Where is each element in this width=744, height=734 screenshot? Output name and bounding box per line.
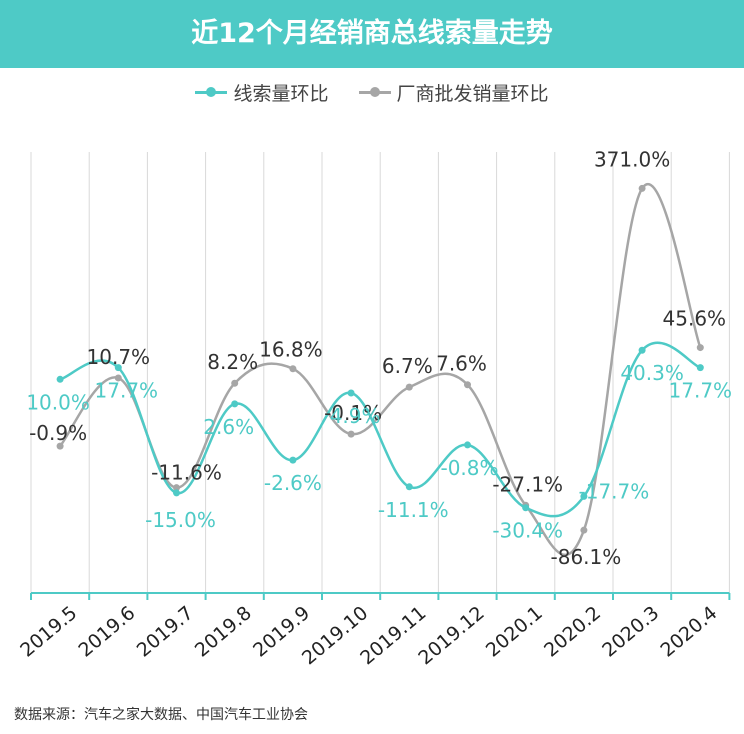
legend: 线索量环比 厂商批发销量环比 — [0, 76, 744, 108]
data-label-wholesale: 45.6% — [663, 307, 727, 331]
data-label-leads: -2.6% — [264, 471, 322, 495]
data-point-leads — [405, 483, 413, 491]
data-point-leads — [173, 489, 180, 497]
data-point-leads — [696, 364, 704, 372]
data-point-wholesale — [696, 344, 704, 352]
legend-label-wholesale: 厂商批发销量环比 — [396, 82, 549, 105]
x-tick-label: 2020.3 — [598, 602, 663, 662]
data-label-leads: 17.7% — [669, 379, 733, 403]
data-label-leads: 4.9% — [330, 404, 381, 428]
data-label-leads: -17.7% — [579, 479, 650, 503]
data-label-wholesale: -86.1% — [551, 545, 622, 569]
data-point-wholesale — [289, 365, 297, 373]
x-tick-label: 2020.2 — [540, 602, 605, 662]
data-label-wholesale: 7.6% — [436, 352, 487, 376]
legend-label-leads: 线索量环比 — [233, 82, 329, 105]
legend-item-wholesale: 厂商批发销量环比 — [358, 79, 549, 106]
data-point-wholesale — [114, 374, 122, 382]
source-note: 数据来源：汽车之家大数据、中国汽车工业协会 — [14, 707, 308, 723]
chart-title: 近12个月经销商总线索量走势 — [191, 18, 553, 49]
data-point-leads — [347, 389, 355, 397]
title-bar — [0, 0, 744, 68]
data-label-leads: -30.4% — [492, 519, 563, 543]
data-label-leads: -15.0% — [145, 508, 216, 532]
data-label-wholesale: -0.9% — [29, 421, 87, 445]
x-tick-label: 2020.4 — [656, 602, 721, 662]
x-tick-label: 2019.8 — [191, 602, 256, 662]
data-label-leads: 2.6% — [203, 415, 254, 439]
data-point-wholesale — [405, 383, 413, 391]
data-label-wholesale: -27.1% — [492, 472, 563, 496]
data-point-leads — [114, 364, 122, 372]
data-label-wholesale: 10.7% — [87, 345, 151, 369]
data-label-wholesale: 6.7% — [382, 354, 433, 378]
legend-swatch-wholesale — [358, 85, 391, 99]
data-point-leads — [464, 441, 471, 449]
data-label-wholesale: -11.6% — [151, 461, 222, 485]
data-point-wholesale — [464, 381, 471, 389]
data-label-leads: -11.1% — [378, 498, 449, 522]
data-point-leads — [638, 346, 646, 354]
data-label-leads: 40.3% — [620, 361, 684, 385]
data-point-leads — [231, 400, 239, 408]
series-line-leads — [59, 341, 701, 518]
data-label-leads: 17.7% — [95, 379, 159, 403]
data-label-wholesale: -0.1% — [324, 401, 382, 425]
legend-swatch-leads — [195, 85, 228, 99]
data-point-leads — [56, 375, 64, 383]
data-label-wholesale: 16.8% — [259, 338, 323, 362]
data-point-wholesale — [638, 184, 646, 192]
data-point-leads — [580, 492, 588, 500]
data-label-wholesale: 371.0% — [594, 147, 670, 171]
data-label-leads: -0.8% — [440, 456, 498, 480]
data-label-leads: 10.0% — [26, 390, 90, 414]
data-point-wholesale — [56, 442, 64, 450]
data-label-wholesale: 8.2% — [207, 350, 258, 374]
line-chart: 2019.52019.62019.72019.82019.92019.10201… — [16, 147, 733, 669]
x-tick-label: 2019.5 — [16, 602, 81, 662]
data-point-wholesale — [580, 526, 588, 534]
x-tick-label: 2019.7 — [133, 602, 198, 662]
legend-item-leads: 线索量环比 — [195, 79, 329, 106]
data-point-leads — [289, 456, 297, 464]
x-tick-label: 2019.12 — [414, 602, 488, 669]
data-point-wholesale — [347, 430, 355, 438]
data-point-wholesale — [173, 484, 180, 492]
data-point-wholesale — [231, 379, 239, 387]
data-point-leads — [522, 504, 530, 512]
x-tick-label: 2019.6 — [74, 602, 139, 662]
x-tick-label: 2020.1 — [482, 602, 547, 662]
